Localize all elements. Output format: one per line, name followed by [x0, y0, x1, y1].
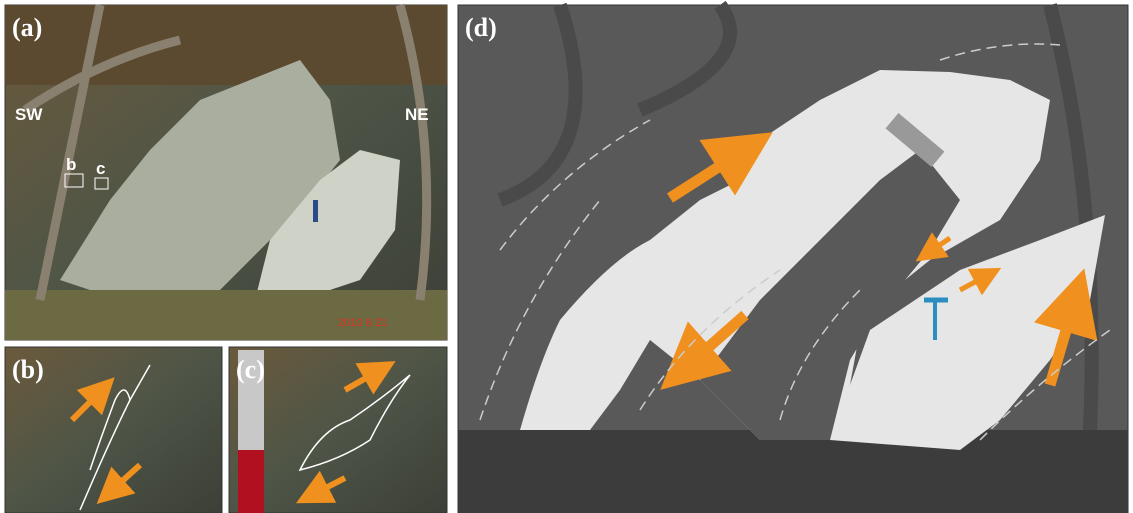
slope — [5, 5, 447, 85]
annotation: NE — [405, 105, 429, 124]
annotation: SW — [15, 105, 43, 124]
panel-c: (c) — [229, 347, 447, 513]
panel-label: (b) — [12, 355, 44, 384]
panel-a: (a) SW NE b c 2010 8 21 — [5, 5, 447, 340]
panel-b: (b) — [5, 347, 222, 513]
date-stamp: 2010 8 21 — [338, 317, 387, 329]
page: (a) SW NE b c 2010 8 21 (b) (c) — [0, 0, 1133, 513]
panel-label: (d) — [465, 13, 497, 42]
annotation: c — [96, 159, 105, 178]
panel-label: (a) — [12, 13, 42, 42]
annotation: b — [66, 155, 76, 174]
hammer — [313, 200, 318, 222]
pen-tip — [238, 450, 264, 513]
ground — [458, 430, 1128, 513]
panel-label: (c) — [236, 355, 265, 384]
panel-d: (d) — [458, 5, 1128, 513]
figure: (a) SW NE b c 2010 8 21 (b) (c) — [0, 0, 1133, 513]
ground — [5, 290, 447, 340]
